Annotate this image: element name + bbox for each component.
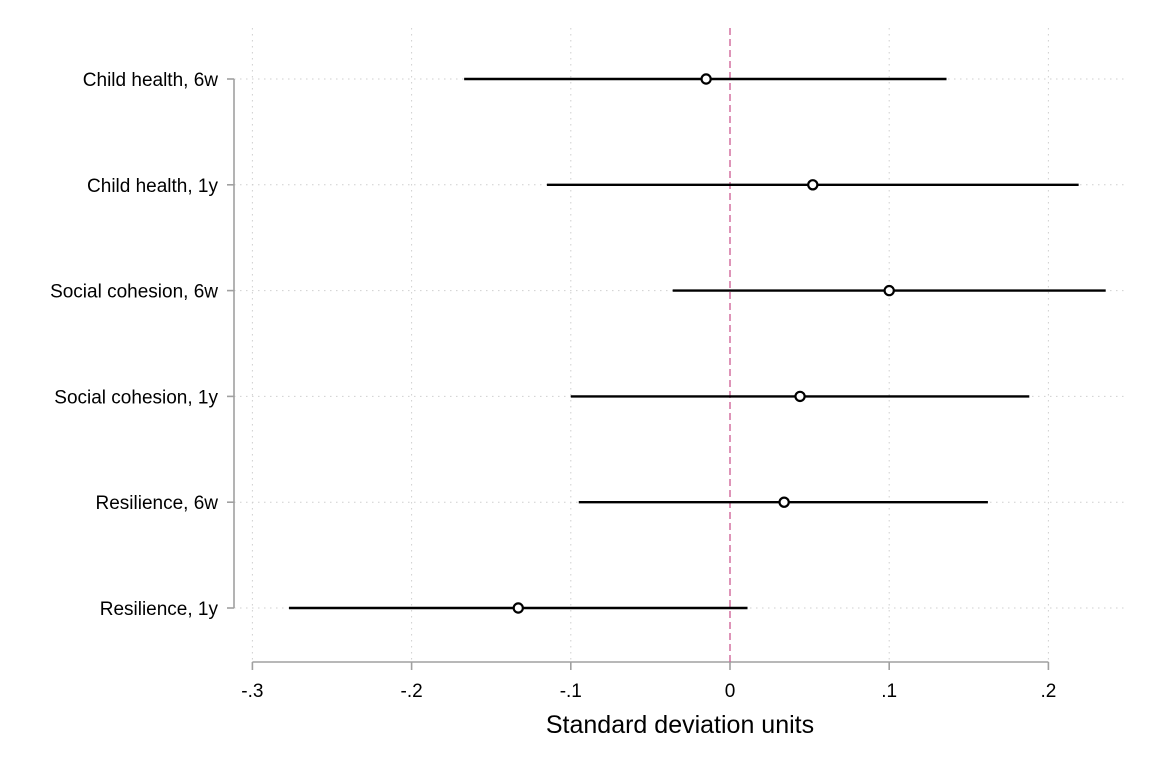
y-axis-label: Resilience, 1y (100, 599, 219, 620)
x-axis-tick-label: -.1 (560, 681, 582, 702)
point-estimate (807, 179, 819, 191)
point-estimate (778, 496, 790, 508)
grid-lines (234, 28, 1128, 662)
point-estimate (700, 73, 712, 85)
y-axis-label: Resilience, 6w (96, 493, 219, 514)
point-estimate (794, 390, 806, 403)
x-axis-tick-label: .1 (881, 681, 897, 702)
estimates (289, 73, 1106, 614)
x-axis-tick-label: -.3 (241, 681, 263, 702)
x-axis-tick-label: .2 (1040, 681, 1056, 702)
y-axis-label: Child health, 1y (87, 176, 218, 197)
y-axis-label: Social cohesion, 1y (54, 387, 218, 408)
point-estimate (512, 602, 524, 614)
x-axis-tick-label: 0 (725, 681, 736, 702)
y-axis-label: Social cohesion, 6w (50, 282, 218, 303)
axes (227, 78, 1050, 670)
y-axis-labels: Child health, 6w Child health, 1y Social c… (50, 70, 218, 620)
x-axis-title: Standard deviation units (546, 711, 814, 739)
x-axis-tick-labels: -.3 -.2 -.1 0 .1 .2 (241, 681, 1056, 702)
point-estimate (883, 284, 895, 297)
y-axis-label: Child health, 6w (83, 70, 218, 91)
x-axis-tick-label: -.2 (401, 681, 423, 702)
